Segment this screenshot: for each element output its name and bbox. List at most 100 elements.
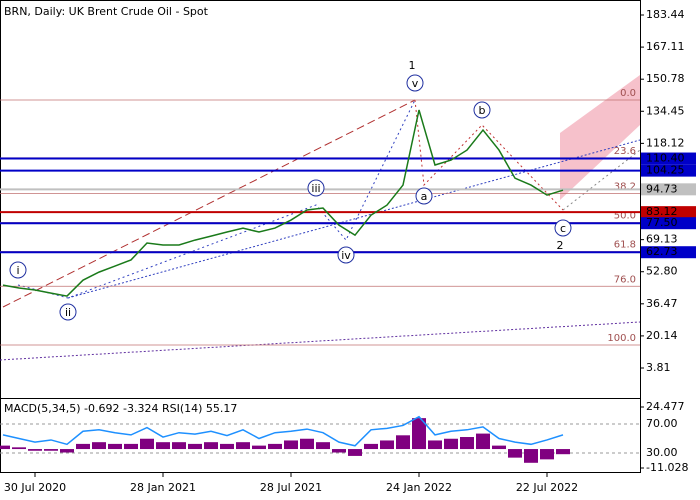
x-tick-label: 24 Jan 2022 (386, 481, 452, 494)
macd-bar (188, 443, 202, 450)
y-tick-label: 24.477 (646, 400, 685, 413)
trend-line (0, 321, 641, 361)
y2-tick-label: 30.00 (646, 446, 678, 459)
y-tick-label: 36.47 (646, 297, 678, 310)
wave-label: ii (65, 306, 71, 319)
macd-bar (540, 449, 554, 460)
y-tick-label: 118.12 (646, 136, 685, 149)
wave-circle (554, 219, 572, 237)
macd-bar (204, 442, 218, 450)
level-box (641, 246, 696, 259)
wave-label: a (421, 190, 428, 203)
macd-bar (492, 445, 506, 450)
y-tick-label: 52.80 (646, 265, 678, 278)
price-line (2, 109, 564, 297)
y-tick-label: 167.11 (646, 40, 685, 53)
y-tick-label: 134.45 (646, 104, 685, 117)
macd-bar (316, 442, 330, 450)
macd-bar (236, 442, 250, 450)
macd-bar (508, 449, 522, 458)
macd-bar (76, 443, 90, 450)
macd-bar (332, 449, 346, 453)
macd-bar (300, 438, 314, 450)
wave-path (17, 99, 416, 299)
level-label: 104.25 (646, 164, 685, 177)
level-box (641, 183, 696, 196)
y-tick-label: 3.81 (646, 361, 671, 374)
fib-label: 0.0 (620, 88, 636, 99)
macd-bar (348, 449, 362, 456)
macd-bar (396, 435, 410, 450)
y-tick-label: 150.78 (646, 72, 685, 85)
macd-bar (140, 438, 154, 450)
fib-label: 50.0 (614, 211, 636, 222)
wave-label: iv (341, 249, 351, 262)
macd-bar (444, 438, 458, 450)
wave-label: 2 (557, 239, 564, 252)
macd-bar (476, 433, 490, 450)
macd-bar (220, 443, 234, 450)
macd-bar (0, 445, 10, 450)
level-label: 77.50 (646, 216, 678, 229)
y-tick-label: -11.028 (646, 461, 688, 474)
x-tick-label: 28 Jan 2021 (130, 481, 196, 494)
indicator-title: MACD(5,34,5) -0.692 -3.324 RSI(14) 55.17 (4, 402, 237, 415)
macd-bar (156, 442, 170, 450)
trend-line (67, 139, 641, 299)
x-tick-label: 30 Jul 2020 (4, 481, 66, 494)
macd-bar (60, 449, 74, 453)
y-tick-label: 20.14 (646, 329, 678, 342)
macd-bar (460, 437, 474, 450)
level-box (641, 152, 696, 165)
macd-bar (108, 443, 122, 450)
plot-frame (0, 0, 641, 473)
level-label: 83.12 (646, 205, 678, 218)
macd-bar (44, 449, 58, 451)
macd-bar (364, 443, 378, 450)
level-box (641, 164, 696, 177)
macd-bar (524, 449, 538, 463)
y-tick-label: 183.44 (646, 8, 685, 21)
macd-bar (556, 449, 570, 455)
macd-bar (172, 442, 186, 450)
y2-tick-label: 70.00 (646, 417, 678, 430)
macd-bar (380, 440, 394, 450)
fib-label: 23.6 (614, 146, 636, 157)
fib-label: 61.8 (614, 239, 636, 250)
fib-label: 38.2 (614, 182, 636, 193)
rsi-line (2, 415, 564, 447)
wave-circle (337, 246, 355, 264)
wave-label: i (16, 264, 19, 277)
macd-bar (28, 449, 42, 451)
macd-bar (268, 443, 282, 450)
chart-title: BRN, Daily: UK Brent Crude Oil - Spot (4, 5, 209, 18)
macd-bar (124, 443, 138, 450)
fib-label: 100.0 (607, 333, 636, 344)
target-zone (560, 75, 640, 200)
level-box (641, 206, 696, 219)
fib-label: 76.0 (614, 274, 636, 285)
x-tick-label: 28 Jul 2021 (260, 481, 322, 494)
macd-bar (92, 442, 106, 450)
trend-line (562, 149, 641, 211)
wave-label: 1 (409, 59, 416, 72)
wave-circle (9, 261, 27, 279)
macd-bar (428, 440, 442, 450)
wave-label: c (560, 222, 566, 235)
wave-circle (473, 101, 491, 119)
trend-line (2, 99, 416, 308)
level-box (641, 217, 696, 230)
level-label: 62.73 (646, 245, 678, 258)
wave-circle (406, 74, 424, 92)
macd-bar (284, 440, 298, 450)
wave-label: b (479, 104, 486, 117)
wave-circle (415, 187, 433, 205)
level-label: 110.40 (646, 152, 685, 165)
wave-circle (59, 303, 77, 321)
macd-bar (412, 418, 426, 450)
wave-label: v (412, 77, 419, 90)
x-tick-label: 22 Jul 2022 (516, 481, 578, 494)
wave-label: iii (311, 182, 320, 195)
level-label: 94.73 (646, 182, 678, 195)
